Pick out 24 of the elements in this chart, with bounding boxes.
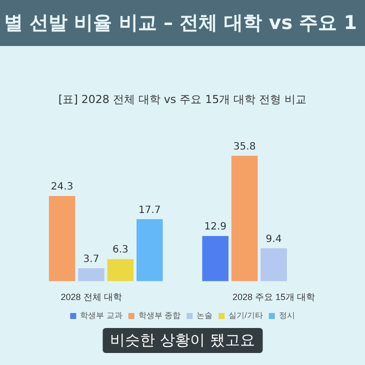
bar — [260, 248, 287, 282]
bar — [231, 156, 258, 282]
legend-label: 학생부 종합 — [138, 311, 181, 320]
bar — [136, 219, 163, 282]
legend-label: 정시 — [278, 311, 295, 320]
x-tick-label: 2028 주요 15개 대학 — [232, 292, 316, 302]
bar — [202, 236, 228, 282]
chart-title: 별 선발 비율 비교 – 전체 대학 vs 주요 1 — [0, 0, 365, 46]
data-label: 35.8 — [233, 141, 256, 152]
bar — [107, 259, 134, 282]
data-label: 17.7 — [138, 204, 161, 216]
data-label: 6.3 — [112, 244, 128, 256]
legend-label: 실기/기타 — [228, 311, 263, 320]
bar — [48, 196, 76, 282]
legend-label: 학생부 교과 — [80, 311, 122, 320]
data-label: 12.9 — [204, 222, 226, 233]
text: 비슷한 상황이 됐고요 — [102, 328, 263, 353]
bar — [78, 268, 104, 282]
data-label: 3.7 — [83, 254, 100, 265]
data-label: 24.3 — [50, 182, 74, 193]
x-tick-label: 2028 전체 대학 — [60, 292, 122, 302]
legend-label: 논술 — [196, 311, 213, 320]
data-label: 9.4 — [266, 234, 282, 245]
chart-subtitle: [표] 2028 전체 대학 vs 주요 15개 대학 전형 비교 — [57, 92, 308, 107]
